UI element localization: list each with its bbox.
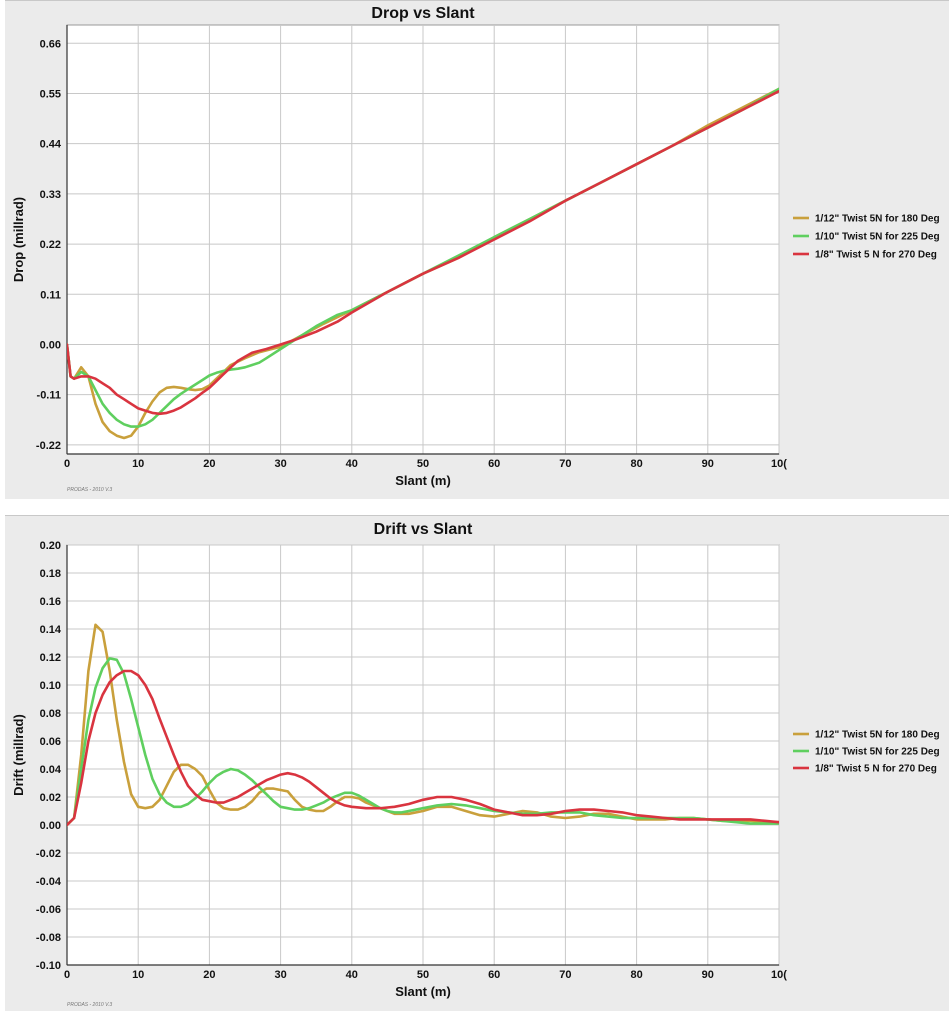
y-tick-label: 0.18 [40,568,61,580]
x-tick-label: 50 [417,458,429,470]
x-tick-label: 70 [559,969,571,981]
y-tick-label: -0.08 [36,932,61,944]
y-tick-label: -0.04 [36,876,62,888]
y-tick-label: 0.11 [40,289,61,301]
y-tick-label: 0.33 [40,189,61,201]
y-tick-label: 0.66 [40,38,61,50]
y-tick-label: 0.12 [40,652,61,664]
x-tick-label: 10( [771,458,787,470]
x-tick-label: 90 [702,969,714,981]
x-tick-label: 20 [203,969,215,981]
y-tick-label: -0.10 [36,960,61,972]
x-axis-title: Slant (m) [395,984,451,999]
drift-chart-panel: 0 10 20 30 40 50 60 70 80 90 10( -0.10 -0.08 -0.06 -0.… [5,515,949,1011]
y-tick-label: 0.20 [40,540,61,552]
y-tick-label: 0.00 [40,820,61,832]
y-axis-title: Drop (millrad) [11,197,26,282]
legend-label-3: 1/8" Twist 5 N for 270 Deg [815,250,937,261]
chart-title: Drift vs Slant [374,521,473,538]
x-tick-label: 70 [559,458,571,470]
x-tick-label: 30 [274,969,286,981]
y-tick-label: 0.55 [40,88,61,100]
y-tick-label: 0.04 [40,764,62,776]
x-tick-label: 60 [488,969,500,981]
x-tick-label: 90 [702,458,714,470]
x-tick-label: 80 [630,458,642,470]
x-tick-label: 20 [203,458,215,470]
chart-footnote: PRODAS - 2010 V.3 [67,487,112,493]
legend-label-2: 1/10" Twist 5N for 225 Deg [815,747,940,758]
y-tick-label: -0.02 [36,848,61,860]
y-tick-label: 0.44 [40,139,62,151]
y-tick-label: 0.06 [40,736,61,748]
drop-vs-slant-chart: 0 10 20 30 40 50 60 70 80 90 10( -0.22 -0.11 0.00 0.11… [5,1,949,499]
y-tick-label: 0.22 [40,239,61,251]
y-tick-label: -0.22 [36,440,61,452]
drop-chart-panel: 0 10 20 30 40 50 60 70 80 90 10( -0.22 -0.11 0.00 0.11… [5,0,949,499]
chart-title: Drop vs Slant [371,5,475,22]
x-tick-label: 10 [132,969,144,981]
x-tick-label: 0 [64,458,70,470]
y-tick-label: 0.16 [40,596,61,608]
y-tick-label: 0.02 [40,792,61,804]
y-axis-title: Drift (millrad) [11,714,26,796]
x-tick-label: 10( [771,969,787,981]
x-tick-label: 60 [488,458,500,470]
x-tick-label: 40 [346,969,358,981]
x-axis-title: Slant (m) [395,473,451,488]
legend-label-3: 1/8" Twist 5 N for 270 Deg [815,764,937,775]
y-tick-label: -0.06 [36,904,61,916]
y-tick-label: 0.10 [40,680,61,692]
y-tick-label: -0.11 [37,390,61,402]
y-tick-label: 0.08 [40,708,61,720]
x-tick-label: 40 [346,458,358,470]
drift-vs-slant-chart: 0 10 20 30 40 50 60 70 80 90 10( -0.10 -0.08 -0.06 -0.… [5,516,949,1011]
legend-label-1: 1/12" Twist 5N for 180 Deg [815,730,940,741]
x-tick-label: 10 [132,458,144,470]
x-tick-label: 0 [64,969,70,981]
legend-label-1: 1/12" Twist 5N for 180 Deg [815,214,940,225]
x-tick-label: 30 [274,458,286,470]
y-tick-label: 0.00 [40,339,61,351]
chart-footnote: PRODAS - 2010 V.3 [67,1002,112,1008]
x-tick-label: 50 [417,969,429,981]
legend-label-2: 1/10" Twist 5N for 225 Deg [815,232,940,243]
y-tick-label: 0.14 [40,624,62,636]
x-tick-label: 80 [630,969,642,981]
